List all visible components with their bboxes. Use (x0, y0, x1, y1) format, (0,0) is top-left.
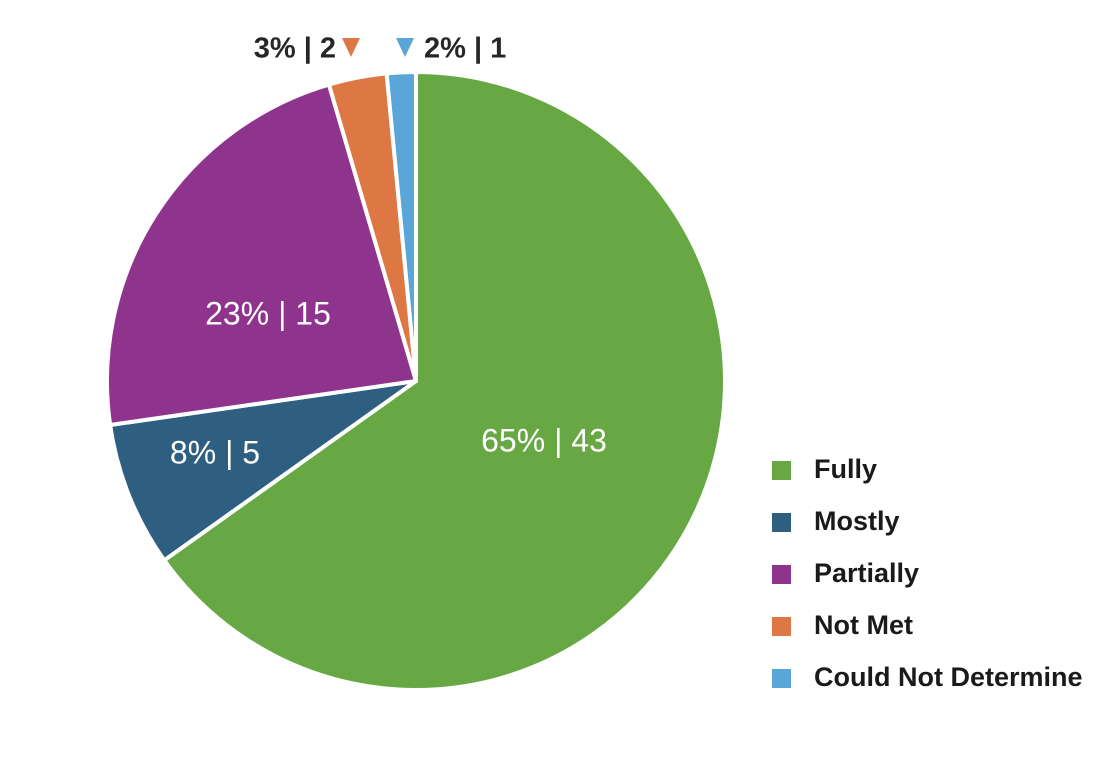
legend: Fully Mostly Partially Not Met Could Not… (772, 454, 1083, 692)
pointer-arrow-could-not-determine (396, 38, 414, 57)
pie-slice-partially (105, 82, 418, 427)
pie-slice-mostly (108, 379, 418, 563)
pointer-arrow-not-met (342, 38, 360, 57)
legend-label-mostly: Mostly (814, 506, 900, 536)
legend-swatch-fully (772, 461, 791, 480)
legend-swatch-mostly (772, 513, 791, 532)
legend-label-could-not-determine: Could Not Determine (814, 662, 1083, 692)
data-label-could-not-determine: 2% | 1 (424, 33, 506, 65)
pie-slices (105, 70, 727, 692)
legend-label-fully: Fully (814, 454, 877, 484)
legend-swatch-not-met (772, 617, 791, 636)
data-label-partially: 23% | 15 (205, 295, 331, 331)
legend-swatch-partially (772, 565, 791, 584)
legend-label-partially: Partially (814, 558, 919, 588)
data-label-mostly: 8% | 5 (170, 434, 260, 470)
data-label-fully: 65% | 43 (481, 422, 607, 458)
data-label-not-met: 3% | 2 (254, 33, 336, 65)
legend-label-not-met: Not Met (814, 610, 913, 640)
pie-slice-could-not-determine (384, 70, 418, 383)
pie-slice-fully (162, 70, 727, 692)
legend-swatch-could-not-determine (772, 669, 791, 688)
